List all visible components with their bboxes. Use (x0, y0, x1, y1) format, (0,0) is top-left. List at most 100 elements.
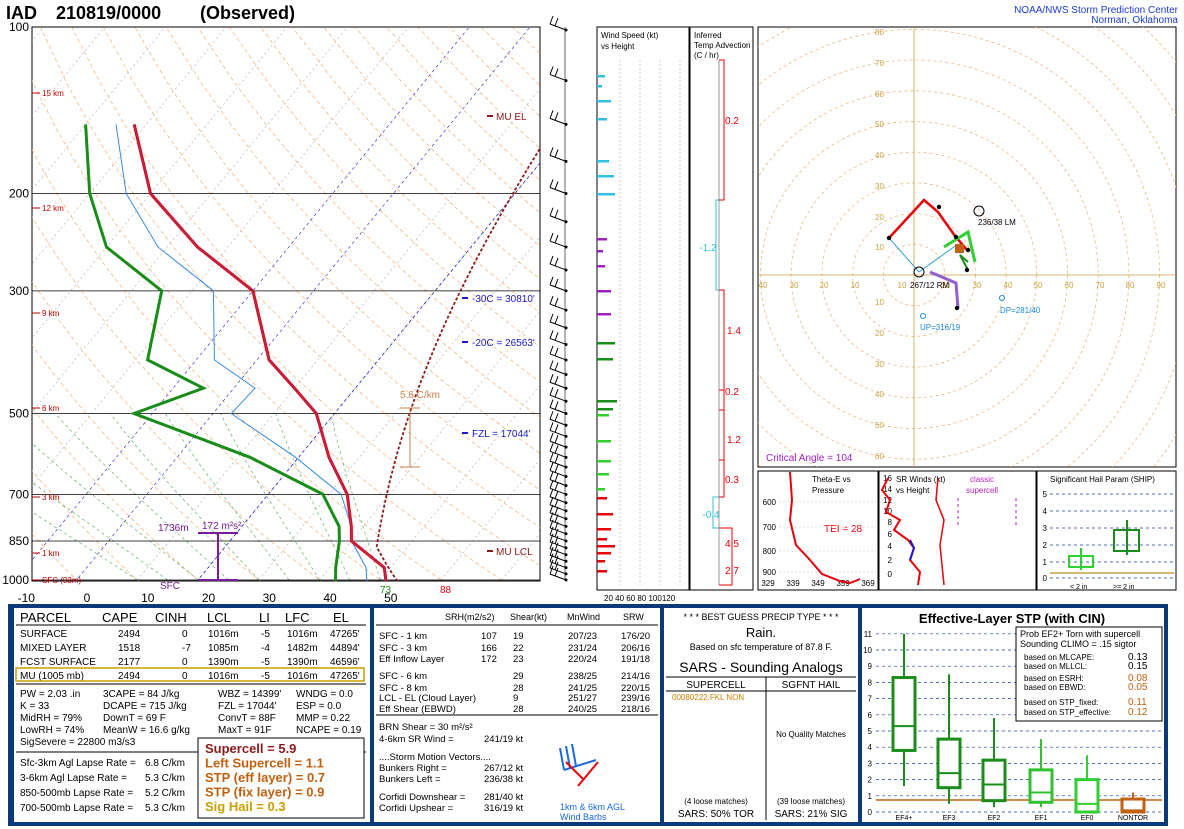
parcel-cell: 0 (182, 671, 188, 682)
barb-flag (554, 347, 559, 357)
parcel-cell: 1016m (208, 629, 239, 640)
wind-barb (549, 540, 568, 557)
ws-bar (597, 560, 605, 563)
hodo-x-label: 10 (851, 281, 860, 290)
parcel-cell: -5 (261, 671, 270, 682)
stp-category-label: NONTOR (1118, 815, 1148, 822)
stp-prob-label: based on STP_fixed: (1024, 698, 1098, 707)
stp-y-label: 5 (868, 727, 873, 736)
ship-plot: 5 4 3 2 1 0 (1043, 490, 1174, 583)
stp-prob-label: based on MLCAPE: (1024, 653, 1094, 662)
wind-barb (549, 553, 568, 570)
advection-bar (715, 199, 719, 291)
mu-el-label: MU EL (496, 112, 527, 123)
theta-p-label: 900 (763, 568, 777, 577)
stp-prob-value: 0.11 (1128, 697, 1147, 708)
thermo-index: ConvT = 88F (218, 713, 276, 724)
height-label: 6 km (42, 404, 60, 413)
sr-km-label: 12 (883, 496, 892, 505)
hodo-x-label: 90 (1157, 281, 1166, 290)
barb-flag (554, 401, 559, 410)
dry-adiabat (32, 280, 322, 581)
stp-y-label: 9 (868, 662, 873, 671)
parcel-header: LCL (207, 610, 231, 625)
barb-dot (564, 386, 568, 390)
barb-dot (564, 501, 568, 505)
stp-prob-label: based on MLLCL: (1024, 662, 1087, 671)
barb-dot (564, 509, 568, 513)
org-name: NOAA/NWS Storm Prediction Center (1014, 5, 1179, 16)
hodo-x-label: 40 (1004, 281, 1013, 290)
ship-ge2: >= 2 in (1113, 584, 1135, 591)
wind-speed-bars (597, 60, 681, 585)
precip-type-panel: * * * BEST GUESS PRECIP TYPE * * * Rain.… (664, 608, 858, 658)
barb-flag (549, 512, 554, 521)
barb-flag (549, 207, 554, 216)
m20c-label: -20C = 26563' (472, 338, 535, 349)
ship-y-label: 5 (1043, 490, 1048, 499)
thermo-index: MeanW = 16.6 g/kg (103, 725, 190, 736)
lapse-rate-label: 700-500mb Lapse Rate = (20, 803, 133, 814)
barb-staff (549, 440, 567, 448)
theta-e-plot: 600 700 800 900 329 339 349 359 369 (761, 471, 876, 588)
wind-speed-axis: 20 40 60 80 100120 (604, 594, 676, 603)
parcel-headers: PARCEL CAPE CINH LCL LI LFC EL (20, 610, 349, 625)
wind-barb (549, 559, 568, 576)
barb-flag (549, 488, 554, 497)
barb-flag (554, 445, 559, 454)
barb-staff (549, 263, 567, 271)
kinematic-cell: 220/15 (621, 683, 650, 694)
height-label: 15 km (42, 89, 64, 98)
pressure-label: 500 (9, 407, 29, 421)
sr-wind-profile (880, 477, 922, 586)
parcel-table-panel: PARCEL CAPE CINH LCL LI LFC EL SURFACE 2494 0 101… (14, 608, 370, 822)
wind-barb (549, 147, 568, 163)
barb-dot (564, 539, 568, 543)
tei-label: TEI = 28 (824, 524, 863, 535)
motion-vector-label: Bunkers Right = (379, 763, 447, 774)
stp-prob-label: based on STP_effective: (1024, 708, 1111, 717)
motion-vector-label: Corfidi Downshear = (379, 792, 466, 803)
barb-staff (549, 284, 567, 292)
barb-flag (549, 553, 554, 562)
thermo-index: FZL = 17044' (218, 701, 277, 712)
parcel-cell: 1482m (287, 643, 318, 654)
kinematic-panel: SRH(m2/s2) Shear(kt) MnWind SRW SFC - 1 km 1… (374, 608, 660, 822)
ship-y-label: 4 (1043, 507, 1048, 516)
ws-bar (597, 265, 605, 268)
hodo-x-label: 80 (1126, 281, 1135, 290)
barb-dot (564, 445, 568, 449)
advection-value: 1.4 (727, 326, 741, 337)
ws-bar (597, 545, 615, 548)
barb-flag (549, 179, 554, 188)
sars-panel-bg (664, 656, 858, 822)
stp-prob-label: based on ESRH: (1024, 674, 1084, 683)
lapse-rate-value: 5.2 C/km (145, 788, 185, 799)
theta-p-label: 700 (763, 523, 777, 532)
advection-frame (689, 26, 754, 591)
dry-adiabat (102, 27, 540, 491)
up-marker (920, 313, 926, 319)
barb-dot (564, 122, 568, 126)
sr-winds-frame (878, 470, 1037, 591)
hodo-km-marker (954, 305, 960, 311)
ws-bar (597, 570, 607, 573)
kinematic-cell: 206/16 (621, 643, 650, 654)
isotherm (32, 27, 348, 413)
parcel-cell: 44894' (330, 643, 360, 654)
barb-flag (549, 232, 554, 242)
stp-y-label: 1 (868, 792, 873, 801)
eff-inflow-srh-label: 172 m²s² (202, 521, 242, 532)
mu-lcl-label: MU LCL (496, 547, 533, 558)
barb-flag (554, 434, 559, 444)
barb-dot (564, 559, 568, 563)
barb-dot (564, 342, 568, 346)
barb-flag (554, 149, 559, 158)
isotherm-zero (196, 162, 540, 581)
ws-bar (597, 358, 613, 361)
barb-flag (549, 496, 554, 506)
lapse-rate-value: 5.3 C/km (145, 803, 185, 814)
barb-flag (554, 297, 559, 307)
